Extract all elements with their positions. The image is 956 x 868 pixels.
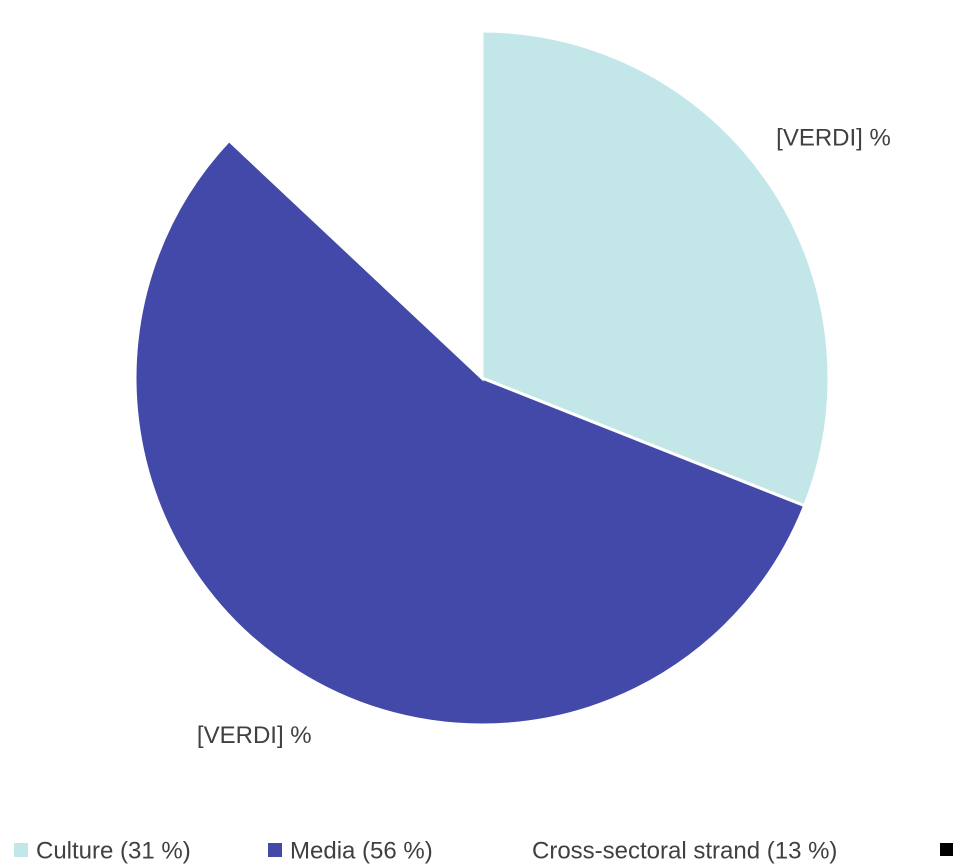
legend-label: Media (56 %): [290, 837, 433, 864]
pie-slice: [133, 138, 807, 727]
data-label: [VERDI] %: [776, 124, 891, 151]
legend-marker: [14, 843, 28, 857]
legend-label: Culture (31 %): [36, 837, 191, 864]
legend-label: Cross-sectoral strand (13 %): [532, 837, 837, 864]
data-label: [VERDI] %: [197, 722, 312, 749]
legend-marker: [268, 843, 282, 857]
legend-marker: [510, 843, 524, 857]
pie-slice: [480, 29, 831, 508]
legend-marker-extra: [940, 843, 953, 856]
pie-slice: [226, 29, 484, 382]
